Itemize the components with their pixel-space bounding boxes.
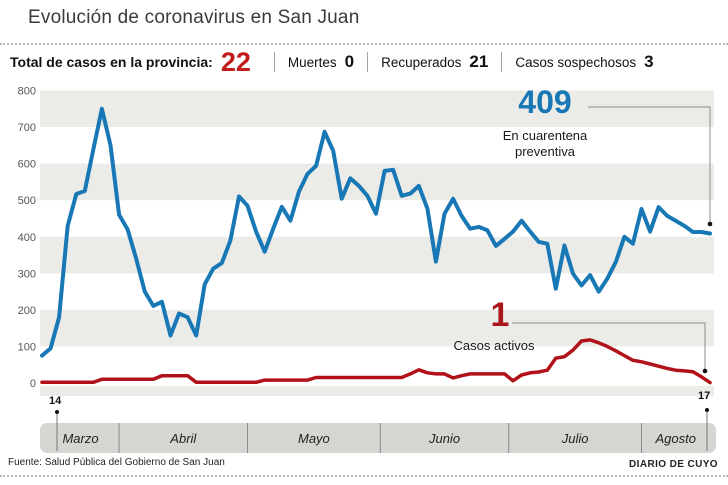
quarantine-leader-line [588, 106, 711, 224]
chart-stripe [40, 163, 714, 201]
top-dotted-divider [0, 43, 728, 45]
stats-bar: Total de casos en la provincia: 22 Muert… [10, 47, 654, 77]
total-cases-label: Total de casos en la provincia: [10, 54, 213, 70]
y-tick-label: 200 [18, 305, 36, 317]
y-tick-label: 800 [18, 86, 36, 98]
stat-separator [273, 52, 275, 72]
deaths-value: 0 [344, 52, 355, 71]
total-cases-value: 22 [220, 46, 251, 77]
page-title: Evolución de coronavirus en San Juan [28, 7, 360, 28]
recovered-value: 21 [469, 52, 489, 71]
month-label: Julio [561, 431, 589, 446]
bottom-dotted-divider [0, 475, 728, 477]
chart-stripe [40, 236, 714, 274]
stat-separator [367, 52, 369, 72]
y-tick-label: 400 [18, 232, 36, 244]
recovered-label: Recuperados [381, 54, 462, 70]
quarantine-callout-label: En cuarentena preventiva [492, 128, 598, 160]
y-tick-label: 0 [30, 378, 36, 390]
chart-stripe [40, 309, 714, 347]
quarantine-leader-dot [707, 221, 713, 227]
end-day-label: 17 [698, 390, 711, 402]
y-tick-label: 700 [18, 122, 36, 134]
y-tick-label: 300 [18, 268, 36, 280]
y-tick-label: 100 [18, 341, 36, 353]
source-credit: Fuente: Salud Pública del Gobierno de Sa… [8, 457, 225, 468]
month-label: Marzo [62, 431, 98, 446]
month-label: Mayo [298, 431, 330, 446]
month-label: Abril [169, 431, 197, 446]
quarantine-callout-value: 409 [518, 84, 572, 120]
end-day-dot [705, 408, 709, 412]
y-tick-label: 500 [18, 195, 36, 207]
month-label: Junio [428, 431, 460, 446]
active-leader-dot [702, 368, 708, 374]
active-callout-label: Casos activos [453, 338, 535, 353]
start-day-dot [55, 410, 59, 414]
stat-separator [501, 52, 503, 72]
quarantine-callout-label-line2: preventiva [515, 144, 575, 159]
quarantine-line [40, 106, 712, 358]
active-callout-value: 1 [490, 296, 510, 334]
chart-stripe [40, 90, 714, 128]
month-axis-band [40, 423, 716, 453]
suspected-label: Casos sospechosos [515, 54, 637, 70]
active-leader-line [512, 322, 706, 371]
deaths-label: Muertes [287, 54, 337, 70]
month-label: Agosto [655, 431, 696, 446]
y-tick-label: 600 [18, 159, 36, 171]
publisher-credit: DIARIO DE CUYO [629, 459, 718, 470]
quarantine-callout-label-line1: En cuarentena [502, 128, 588, 143]
chart-stripe [40, 386, 714, 396]
active-cases-line [40, 338, 712, 385]
start-day-label: 14 [49, 395, 62, 407]
suspected-value: 3 [644, 52, 654, 71]
